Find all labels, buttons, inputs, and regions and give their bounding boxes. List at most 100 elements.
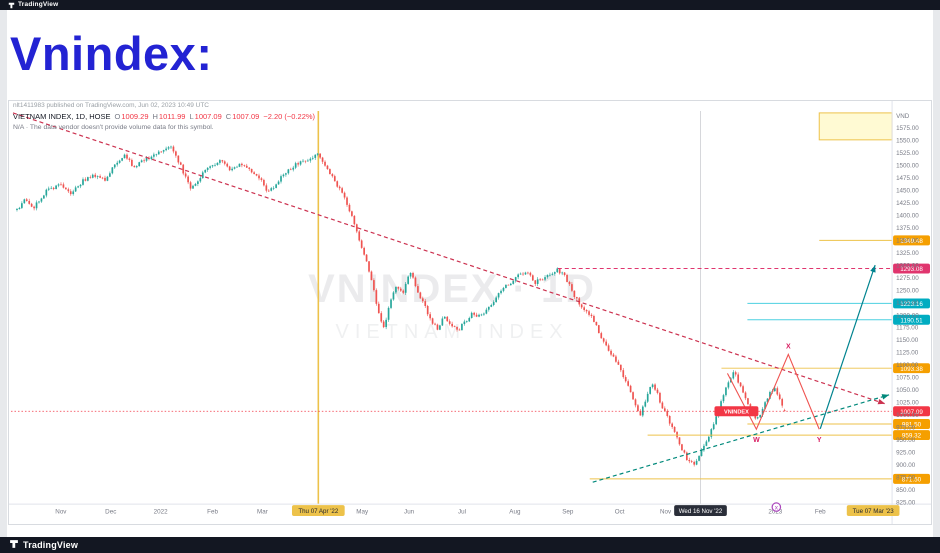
svg-text:1093.38: 1093.38: [900, 366, 923, 373]
svg-text:1293.08: 1293.08: [900, 266, 923, 273]
svg-text:Tue 07 Mar '23: Tue 07 Mar '23: [853, 508, 895, 515]
svg-text:950.00: 950.00: [896, 437, 916, 444]
svg-text:1075.00: 1075.00: [896, 375, 919, 382]
svg-text:1250.00: 1250.00: [896, 287, 919, 294]
svg-text:Jul: Jul: [458, 509, 466, 516]
svg-text:Feb: Feb: [207, 509, 218, 516]
trendline-downtrend-resistance: [12, 112, 886, 405]
page-title: Vnindex:: [10, 27, 213, 80]
svg-text:1400.00: 1400.00: [896, 212, 919, 219]
svg-text:Sep: Sep: [562, 509, 574, 516]
svg-text:1190.51: 1190.51: [900, 317, 923, 324]
svg-text:850.00: 850.00: [896, 487, 916, 494]
svg-text:1550.00: 1550.00: [896, 138, 919, 145]
tradingview-logo-text[interactable]: TradingView: [18, 1, 59, 8]
level-tag: 1190.51: [893, 314, 931, 325]
price-axis-labels: VND825.00850.00875.00900.00925.00950.009…: [896, 113, 919, 506]
top-tradingview-bar: TradingView: [0, 0, 940, 10]
level-tag: 1093.38: [893, 363, 931, 374]
svg-text:1225.00: 1225.00: [896, 300, 919, 307]
svg-text:x: x: [775, 504, 779, 511]
tradingview-chart-widget[interactable]: VNINDEX · 1D VIETNAM INDEX 1349.48 1293.08 1…: [8, 100, 932, 525]
svg-text:Oct: Oct: [615, 509, 625, 516]
svg-text:1500.00: 1500.00: [896, 163, 919, 170]
trendline-target-arrow: [819, 264, 876, 429]
svg-text:1575.00: 1575.00: [896, 125, 919, 132]
svg-text:VND: VND: [896, 113, 910, 120]
chart-legend: VIETNAM INDEX, 1D, HOSE O 1009.29 H 1011.9…: [13, 112, 315, 121]
volume-note: N/A · The data vendor doesn't provide vo…: [13, 124, 214, 131]
level-tag: 959.32: [893, 430, 931, 441]
tradingview-footer-logo-text[interactable]: TradingView: [23, 540, 79, 550]
level-tag: 1349.48: [893, 235, 931, 246]
chart-watermark: VNINDEX · 1D VIETNAM INDEX: [308, 267, 596, 343]
svg-text:2023: 2023: [768, 509, 782, 516]
svg-text:Nov: Nov: [660, 509, 672, 516]
legend-high: H 1011.99: [152, 112, 186, 121]
legend-change: −2.20 (−0.22%): [263, 112, 316, 121]
wxy-pattern: W X Y: [726, 343, 822, 444]
svg-text:2022: 2022: [154, 509, 168, 516]
svg-text:Nov: Nov: [55, 509, 67, 516]
svg-text:959.32: 959.32: [902, 433, 922, 440]
tradingview-footer-logo-icon[interactable]: [9, 536, 19, 553]
svg-text:Y: Y: [817, 437, 822, 444]
svg-text:1425.00: 1425.00: [896, 200, 919, 207]
svg-text:1300.00: 1300.00: [896, 262, 919, 269]
axes: [9, 101, 931, 524]
svg-text:900.00: 900.00: [896, 462, 916, 469]
svg-text:Feb: Feb: [815, 509, 826, 516]
svg-text:1525.00: 1525.00: [896, 150, 919, 157]
svg-text:1450.00: 1450.00: [896, 188, 919, 195]
svg-text:871.50: 871.50: [902, 476, 922, 483]
svg-text:1223.16: 1223.16: [900, 301, 923, 308]
svg-text:1200.00: 1200.00: [896, 312, 919, 319]
level-tag: 1223.16: [893, 298, 931, 309]
svg-text:1175.00: 1175.00: [896, 325, 919, 332]
svg-text:1150.00: 1150.00: [896, 337, 919, 344]
tradingview-logo-icon[interactable]: [8, 0, 15, 14]
svg-text:May: May: [356, 509, 369, 516]
level-tag: 871.50: [893, 473, 931, 484]
svg-text:1325.00: 1325.00: [896, 250, 919, 257]
svg-text:981.50: 981.50: [902, 422, 922, 429]
svg-text:1007.09: 1007.09: [900, 409, 923, 416]
svg-text:X: X: [786, 343, 791, 350]
svg-text:925.00: 925.00: [896, 450, 916, 457]
current-price-line: VNINDEX: [10, 406, 893, 417]
svg-text:975.00: 975.00: [896, 425, 916, 432]
svg-text:1100.00: 1100.00: [896, 362, 919, 369]
svg-text:1000.00: 1000.00: [896, 412, 919, 419]
drawing-point-marker: x: [771, 502, 782, 512]
legend-open: O 1009.29: [114, 112, 149, 121]
svg-text:875.00: 875.00: [896, 474, 916, 481]
svg-text:1050.00: 1050.00: [896, 387, 919, 394]
svg-text:Wed 16 Nov '22: Wed 16 Nov '22: [679, 508, 723, 515]
svg-text:VNINDEX: VNINDEX: [724, 410, 749, 416]
svg-text:1125.00: 1125.00: [896, 350, 919, 357]
vertical-event-lines: [317, 110, 701, 505]
svg-text:Mar: Mar: [257, 509, 268, 516]
current-price-tag: 1007.09: [893, 406, 931, 417]
svg-text:Thu 07 Apr '22: Thu 07 Apr '22: [298, 508, 338, 515]
svg-text:Aug: Aug: [509, 509, 521, 516]
legend-symbol[interactable]: VIETNAM INDEX, 1D, HOSE: [13, 112, 111, 121]
svg-text:W: W: [753, 437, 760, 444]
level-tag: 981.50: [893, 419, 931, 429]
svg-text:1349.48: 1349.48: [900, 238, 923, 245]
svg-text:1350.00: 1350.00: [896, 237, 919, 244]
trendline-uptrend-support: [592, 394, 890, 483]
date-marker-pills: Thu 07 Apr '22 Wed 16 Nov '22 Tue 07 Mar '…: [291, 505, 900, 517]
legend-low: L 1007.09: [189, 112, 222, 121]
svg-text:1475.00: 1475.00: [896, 175, 919, 182]
left-page-margin: [0, 10, 7, 537]
target-zone: [818, 112, 893, 141]
svg-text:VNINDEX · 1D: VNINDEX · 1D: [308, 267, 596, 311]
svg-text:Dec: Dec: [105, 509, 116, 516]
chart-attribution: nlt1411983 published on TradingView.com,…: [13, 102, 209, 109]
right-page-margin: [933, 10, 940, 537]
svg-text:1375.00: 1375.00: [896, 225, 919, 232]
svg-text:1275.00: 1275.00: [896, 275, 919, 282]
